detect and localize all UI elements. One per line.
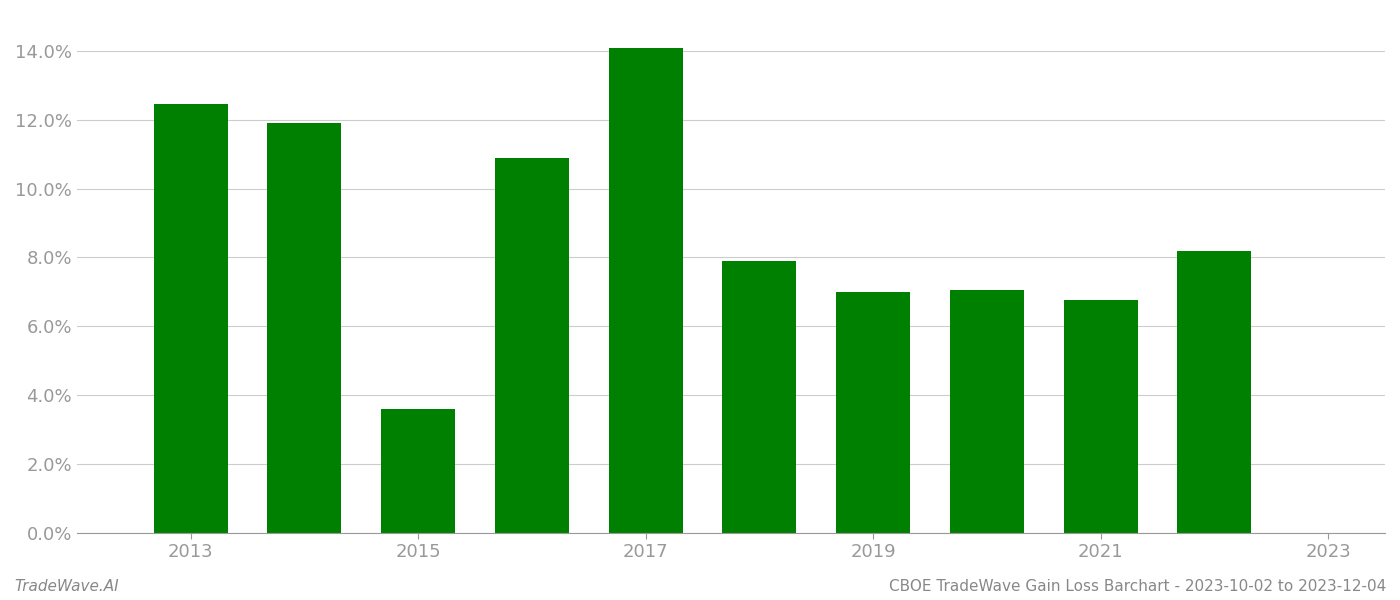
Bar	[154, 104, 228, 533]
Bar	[609, 47, 683, 533]
Bar	[267, 124, 342, 533]
Bar	[494, 158, 568, 533]
Text: TradeWave.AI: TradeWave.AI	[14, 579, 119, 594]
Bar	[1064, 301, 1138, 533]
Bar	[836, 292, 910, 533]
Bar	[722, 261, 797, 533]
Bar	[1177, 251, 1252, 533]
Bar	[381, 409, 455, 533]
Bar	[951, 290, 1023, 533]
Text: CBOE TradeWave Gain Loss Barchart - 2023-10-02 to 2023-12-04: CBOE TradeWave Gain Loss Barchart - 2023…	[889, 579, 1386, 594]
